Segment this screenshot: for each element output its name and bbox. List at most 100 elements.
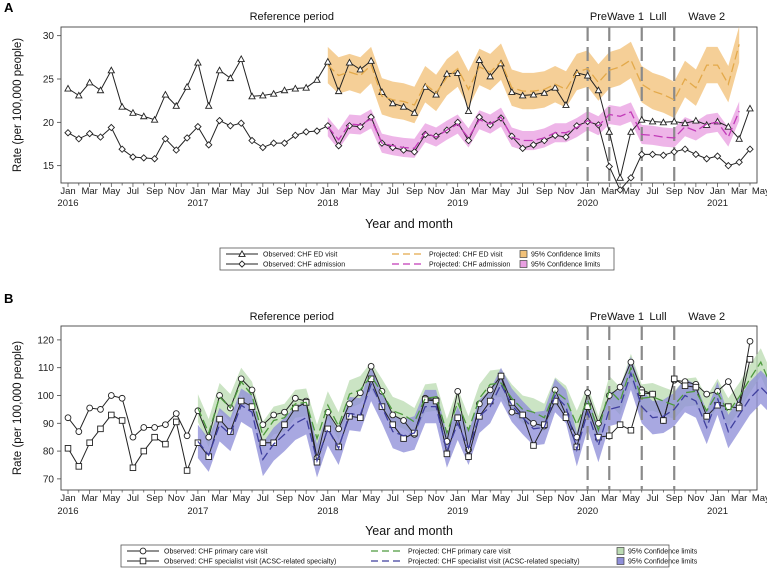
legend-label: 95% Confidence limits (531, 252, 601, 259)
data-point (616, 173, 624, 181)
data-point (724, 378, 732, 385)
data-point (637, 115, 646, 123)
data-point (659, 118, 668, 126)
data-point (410, 148, 419, 156)
y-tick-label: 110 (38, 363, 54, 374)
series-line (67, 341, 751, 459)
data-point (400, 417, 407, 424)
data-point (280, 139, 289, 147)
data-point (173, 418, 180, 426)
x-tick-label: May (102, 493, 120, 504)
data-point (248, 386, 256, 394)
data-point (64, 128, 72, 137)
legend-label: Observed: CHF admission (263, 262, 345, 269)
series-line (67, 116, 751, 191)
data-point (183, 467, 191, 474)
data-point (692, 116, 700, 124)
x-tick-label: Mar (341, 493, 357, 504)
x-tick-label: Jul (646, 493, 658, 504)
data-point (400, 435, 407, 442)
data-point (139, 112, 148, 120)
data-point (151, 433, 158, 441)
x-year-label: 2017 (187, 198, 208, 209)
period-label: Reference period (250, 11, 334, 23)
data-point (237, 55, 246, 62)
panel-letter: A (4, 0, 14, 15)
legend-label: 95% Confidence limits (531, 262, 601, 269)
series-line (67, 359, 751, 473)
x-tick-label: Sep (536, 186, 553, 197)
y-tick-label: 100 (37, 391, 54, 402)
data-point (465, 453, 472, 460)
legend-item: Observed: CHF ED visit (226, 249, 337, 259)
data-point (216, 415, 223, 423)
data-point (323, 57, 332, 65)
x-tick-label: Jul (387, 493, 399, 504)
data-point (97, 425, 104, 433)
x-year-label: 2018 (317, 506, 338, 517)
data-point (453, 118, 462, 127)
data-point (75, 428, 83, 435)
data-point (280, 86, 289, 94)
data-point (107, 392, 115, 399)
data-point (529, 90, 538, 98)
legend-marker (139, 557, 147, 565)
data-point (96, 86, 105, 94)
y-axis: 15 20 25 30 Rate (per 100,000 people) (12, 31, 61, 172)
data-point (605, 127, 614, 135)
x-tick-label: May (752, 186, 767, 197)
period-label: Lull (649, 311, 666, 323)
y-tick-label: 90 (43, 419, 55, 430)
legend-marker (139, 547, 147, 555)
data-point (616, 383, 624, 391)
legend-item: Observed: CHF primary care visit (127, 547, 268, 556)
x-tick-label: Nov (298, 186, 315, 197)
data-point (302, 128, 310, 136)
data-point (670, 117, 679, 125)
x-tick-label: Mar (211, 493, 227, 504)
panel-b: B 70 80 90 100 110 120 Rate (per 100,000 people… (4, 291, 767, 568)
data-point (248, 136, 256, 145)
data-point (595, 419, 602, 427)
legend-marker (238, 249, 246, 257)
data-point (172, 101, 181, 109)
y-axis-label: Rate (per 100,000 people) (12, 38, 24, 172)
data-point (172, 410, 180, 417)
legend-label: Projected: CHF ED visit (429, 252, 503, 259)
data-point (129, 433, 137, 441)
x-tick-label: Jul (257, 493, 269, 504)
series-line (197, 360, 767, 441)
data-point (248, 92, 256, 100)
x-year-label: 2020 (577, 506, 598, 517)
data-point (551, 397, 559, 405)
x-tick-label: May (362, 493, 380, 504)
data-point (281, 408, 288, 416)
x-tick-label: May (102, 186, 120, 197)
data-point (594, 86, 603, 94)
y-tick-label: 20 (43, 118, 55, 129)
data-point (269, 89, 278, 97)
data-point (64, 445, 72, 452)
x-year-label: 2018 (317, 198, 338, 209)
x-tick-label: Sep (536, 493, 553, 504)
x-tick-label: Nov (687, 186, 704, 197)
x-year-label: 2020 (577, 198, 598, 209)
data-point (724, 122, 733, 130)
data-point (86, 439, 93, 446)
legend-item: 95% Confidence limits (616, 547, 698, 556)
observed-series (64, 356, 754, 474)
data-point (324, 122, 332, 130)
data-point (399, 146, 408, 154)
data-point (713, 152, 722, 160)
data-point (183, 134, 191, 142)
x-tick-label: Mar (341, 186, 357, 197)
x-tick-label: Jul (517, 493, 529, 504)
data-point (291, 131, 300, 140)
x-tick-label: Jul (257, 186, 269, 197)
projected-series (197, 371, 767, 464)
data-point (378, 387, 386, 395)
data-point (118, 145, 126, 153)
data-point (746, 337, 754, 345)
x-tick-label: Mar (471, 493, 487, 504)
legend-swatch-band (616, 547, 625, 555)
